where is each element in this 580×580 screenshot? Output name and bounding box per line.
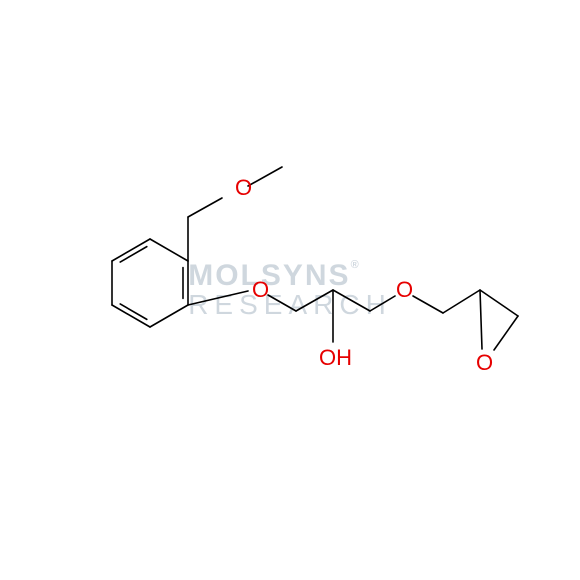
svg-text:O: O [235,175,252,200]
molecular-structure: O O O OH O [0,0,580,580]
svg-text:OH: OH [319,345,352,370]
svg-text:O: O [396,277,413,302]
svg-text:O: O [252,277,269,302]
svg-text:O: O [476,350,493,375]
